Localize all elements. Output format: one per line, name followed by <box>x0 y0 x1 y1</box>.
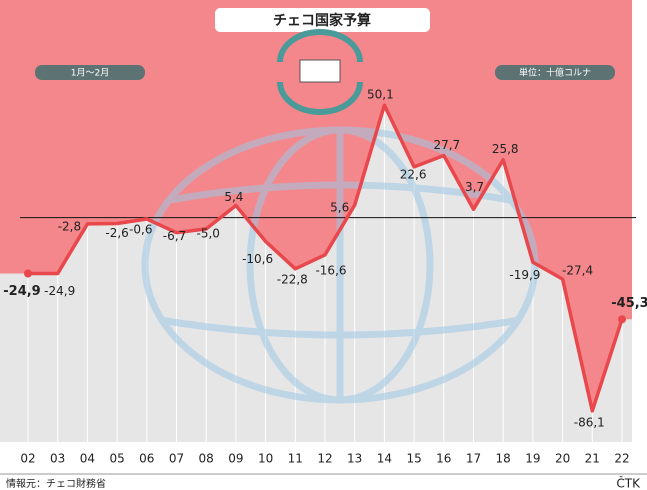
data-label: -19,9 <box>509 268 540 282</box>
x-tick-label: 20 <box>555 452 570 466</box>
subtitle-pill <box>35 65 145 80</box>
data-label: 3,7 <box>465 180 484 194</box>
x-tick-label: 04 <box>80 452 95 466</box>
unit-pill <box>495 65 615 80</box>
subtitle: 1月～2月 <box>71 68 109 79</box>
x-tick-label: 07 <box>169 452 184 466</box>
source: 情報元：チェコ財務省 <box>6 477 106 490</box>
logo-icon <box>277 29 363 115</box>
x-tick-label: 18 <box>496 452 511 466</box>
data-label: 50,1 <box>367 88 394 102</box>
x-tick-label: 10 <box>258 452 273 466</box>
data-label: 5,4 <box>224 190 243 204</box>
data-label: -10,6 <box>242 252 273 266</box>
data-label: -86,1 <box>574 415 605 429</box>
data-label: -24,9 <box>44 284 75 298</box>
end-point <box>24 269 32 278</box>
x-tick-label: 05 <box>109 452 124 466</box>
x-tick-label: 11 <box>288 452 303 466</box>
credit: ČTK <box>616 476 641 490</box>
data-label: -45,3 <box>611 296 647 311</box>
x-tick-label: 02 <box>20 452 35 466</box>
data-label: 22,6 <box>400 167 427 181</box>
x-tick-label: 06 <box>139 452 154 466</box>
data-label: -16,6 <box>315 263 346 277</box>
data-label: -22,8 <box>277 272 308 286</box>
series-line <box>28 103 624 413</box>
data-label: -5,0 <box>196 226 219 240</box>
x-tick-label: 17 <box>466 452 481 466</box>
data-label: 27,7 <box>433 138 460 152</box>
x-tick-label: 09 <box>228 452 243 466</box>
marks: -24,9 -24,9 -2,8 -2,6 -0,6 -6,7 -5,0 5,4 -10,6 -2… <box>3 88 647 466</box>
x-tick-label: 21 <box>585 452 600 466</box>
data-label: 25,8 <box>492 142 519 156</box>
data-label: -2,6 <box>105 226 128 240</box>
x-tick-label: 16 <box>436 452 451 466</box>
x-tick-label: 22 <box>614 452 629 466</box>
x-tick-label: 03 <box>50 452 65 466</box>
x-tick-label: 13 <box>347 452 362 466</box>
x-tick-label: 12 <box>317 452 332 466</box>
data-label: -27,4 <box>562 264 593 278</box>
x-tick-label: 14 <box>377 452 392 466</box>
unit-label: 単位：十億コルナ <box>519 67 591 79</box>
end-point <box>618 315 626 324</box>
data-label: -2,8 <box>58 219 81 233</box>
data-label: -24,9 <box>3 284 40 299</box>
data-label: -6,7 <box>163 229 186 243</box>
x-tick-label: 15 <box>406 452 421 466</box>
data-label: -0,6 <box>129 222 152 236</box>
data-label: 5,6 <box>330 201 349 215</box>
title-box <box>215 8 430 32</box>
above-area <box>0 0 632 411</box>
x-tick-label: 08 <box>199 452 214 466</box>
x-tick-label: 19 <box>525 452 540 466</box>
chart-title: チェコ国家予算 <box>273 12 371 29</box>
